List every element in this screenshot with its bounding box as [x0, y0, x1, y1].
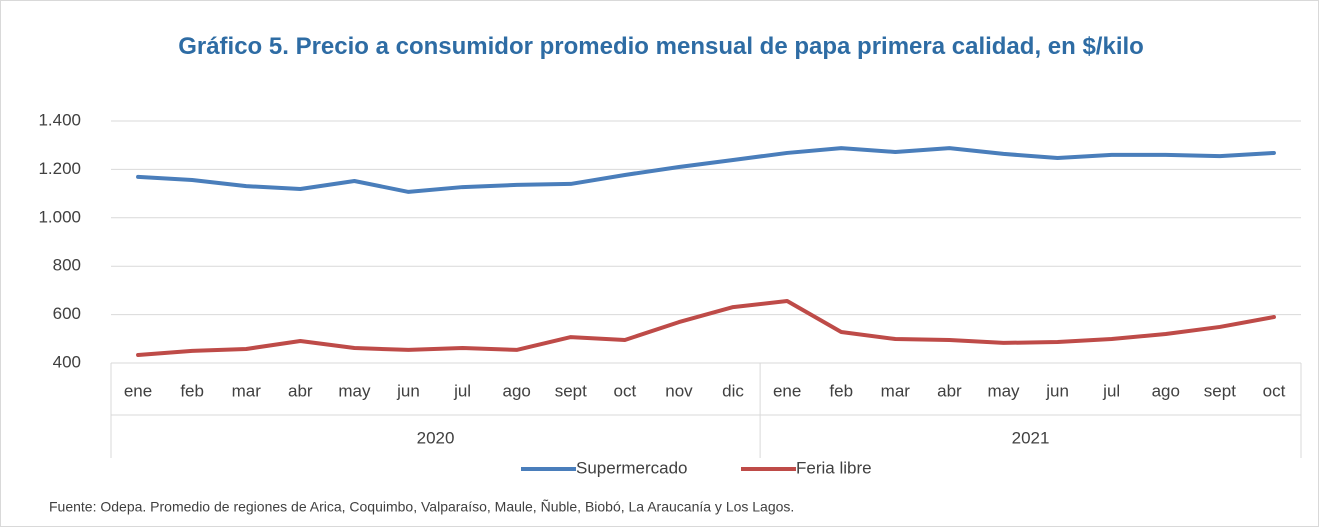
x-tick-label: oct [614, 381, 637, 400]
legend-label: Feria libre [796, 458, 872, 477]
x-tick-label: ago [502, 381, 530, 400]
x-tick-label: may [338, 381, 371, 400]
x-tick-label: mar [232, 381, 262, 400]
x-tick-label: ene [773, 381, 801, 400]
source-note: Fuente: Odepa. Promedio de regiones de A… [49, 499, 794, 515]
x-tick-label: abr [288, 381, 313, 400]
y-tick-label: 600 [53, 304, 81, 323]
group-label: 2020 [417, 428, 455, 447]
x-tick-label: ago [1152, 381, 1180, 400]
x-tick-label: abr [937, 381, 962, 400]
x-tick-label: feb [829, 381, 853, 400]
x-tick-label: jul [1102, 381, 1120, 400]
x-tick-label: sept [555, 381, 587, 400]
data-line [136, 146, 1276, 194]
y-tick-label: 400 [53, 352, 81, 371]
x-tick-label: jul [453, 381, 471, 400]
group-label: 2021 [1012, 428, 1050, 447]
data-line [136, 299, 1276, 358]
x-tick-label: oct [1263, 381, 1286, 400]
y-tick-label: 1.200 [38, 159, 81, 178]
x-tick-label: dic [722, 381, 744, 400]
chart-title: Gráfico 5. Precio a consumidor promedio … [178, 33, 1144, 60]
x-tick-label: mar [881, 381, 911, 400]
y-tick-label: 1.400 [38, 110, 81, 129]
x-tick-label: jun [1045, 381, 1069, 400]
x-tick-label: jun [396, 381, 420, 400]
y-tick-label: 1.000 [38, 207, 81, 226]
legend-label: Supermercado [576, 458, 688, 477]
x-tick-label: may [987, 381, 1020, 400]
y-tick-label: 800 [53, 256, 81, 275]
x-tick-label: nov [665, 381, 693, 400]
x-tick-label: feb [180, 381, 204, 400]
x-tick-label: ene [124, 381, 152, 400]
x-tick-label: sept [1204, 381, 1236, 400]
